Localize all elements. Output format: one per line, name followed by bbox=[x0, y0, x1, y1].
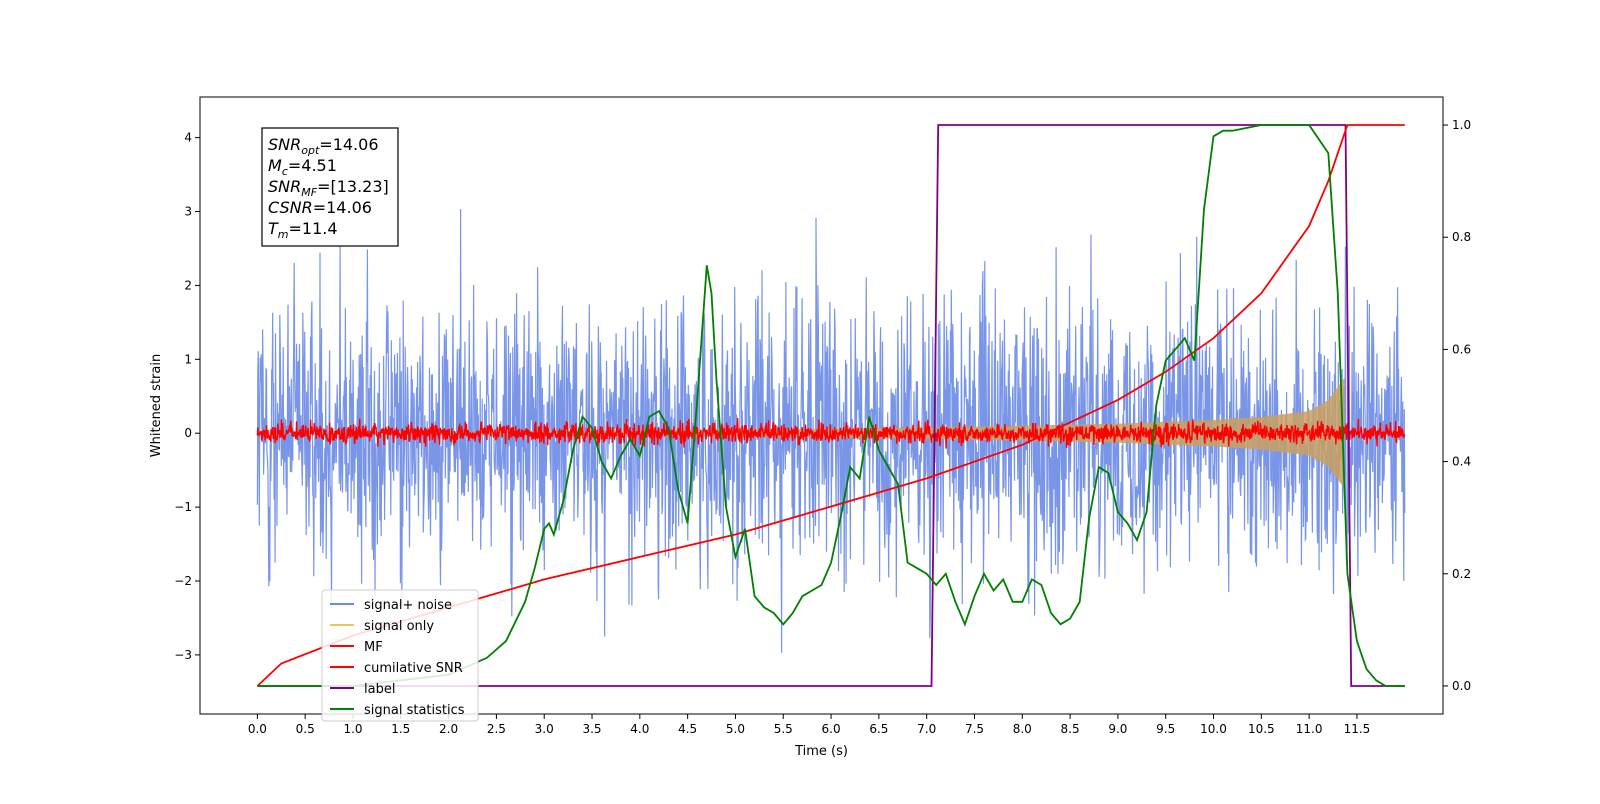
x-tick-label-16: 8.0 bbox=[1013, 722, 1032, 736]
y2-tick-label-3: 0.6 bbox=[1452, 342, 1471, 356]
x-tick-label-12: 6.0 bbox=[822, 722, 841, 736]
annotation-symbol: SNR bbox=[268, 177, 301, 196]
x-tick-label-4: 2.0 bbox=[439, 722, 458, 736]
legend-label-4: label bbox=[364, 682, 395, 697]
y-tick-label-7: 4 bbox=[184, 131, 192, 145]
y-tick-label-0: −3 bbox=[174, 648, 192, 662]
y2-tick-label-2: 0.4 bbox=[1452, 455, 1471, 469]
x-tick-label-6: 3.0 bbox=[535, 722, 554, 736]
x-tick-label-11: 5.5 bbox=[774, 722, 793, 736]
plot-frame bbox=[199, 96, 1444, 715]
annotation-symbol: SNR bbox=[268, 135, 301, 154]
annotation-value: =[13.23] bbox=[317, 177, 389, 196]
x-tick-label-8: 4.0 bbox=[630, 722, 649, 736]
annotation-line-3: CSNR=14.06 bbox=[268, 198, 372, 217]
x-tick-label-13: 6.5 bbox=[869, 722, 888, 736]
x-tick-label-15: 7.5 bbox=[965, 722, 984, 736]
legend-label-3: cumilative SNR bbox=[364, 661, 463, 676]
x-tick-label-10: 5.0 bbox=[726, 722, 745, 736]
y-tick-label-2: −1 bbox=[174, 500, 192, 514]
series-mf bbox=[256, 417, 1406, 449]
legend-label-2: MF bbox=[364, 640, 383, 655]
legend-label-1: signal only bbox=[364, 619, 434, 634]
y-axis-label: Whitened strain bbox=[149, 354, 164, 457]
annotation-subscript: c bbox=[282, 165, 288, 178]
x-tick-label-23: 11.5 bbox=[1344, 722, 1371, 736]
legend-label-5: signal statistics bbox=[364, 703, 465, 718]
x-tick-label-18: 9.0 bbox=[1108, 722, 1127, 736]
series-signal-statistics bbox=[257, 124, 1405, 687]
y-tick-label-5: 2 bbox=[184, 278, 192, 292]
series-signal-noise bbox=[256, 209, 1406, 653]
annotation-symbol: M bbox=[268, 156, 282, 175]
annotation-subscript: opt bbox=[301, 144, 320, 157]
annotation-line-1: Mc=4.51 bbox=[268, 156, 337, 178]
x-tick-label-20: 10.0 bbox=[1200, 722, 1227, 736]
annotation-value: =14.06 bbox=[313, 198, 372, 217]
annotation-line-0: SNRopt=14.06 bbox=[268, 135, 379, 157]
x-tick-label-17: 8.5 bbox=[1061, 722, 1080, 736]
annotation-line-4: Tm=11.4 bbox=[268, 219, 338, 241]
y-tick-label-3: 0 bbox=[184, 426, 192, 440]
y-tick-label-1: −2 bbox=[174, 574, 192, 588]
y2-tick-label-5: 1.0 bbox=[1452, 118, 1471, 132]
y2-tick-label-1: 0.2 bbox=[1452, 567, 1471, 581]
annotation-symbol: T bbox=[268, 219, 279, 238]
annotation-value: =4.51 bbox=[288, 156, 337, 175]
y2-tick-label-0: 0.0 bbox=[1452, 679, 1471, 693]
annotation-symbol: CSNR bbox=[268, 198, 313, 217]
annotation-value: =14.06 bbox=[319, 135, 378, 154]
x-tick-label-7: 3.5 bbox=[582, 722, 601, 736]
x-tick-label-1: 0.5 bbox=[296, 722, 315, 736]
x-tick-label-22: 11.0 bbox=[1296, 722, 1323, 736]
series-label bbox=[257, 124, 1405, 687]
x-tick-label-3: 1.5 bbox=[391, 722, 410, 736]
x-tick-label-21: 10.5 bbox=[1248, 722, 1275, 736]
x-axis-label: Time (s) bbox=[794, 744, 848, 759]
y2-tick-label-4: 0.8 bbox=[1452, 230, 1471, 244]
legend-box bbox=[321, 589, 479, 722]
annotation-box bbox=[261, 127, 399, 247]
x-tick-label-2: 1.0 bbox=[343, 722, 362, 736]
x-tick-label-14: 7.0 bbox=[917, 722, 936, 736]
x-tick-label-9: 4.5 bbox=[678, 722, 697, 736]
annotation-line-2: SNRMF=[13.23] bbox=[268, 177, 389, 199]
x-tick-label-0: 0.0 bbox=[248, 722, 267, 736]
x-tick-label-19: 9.5 bbox=[1156, 722, 1175, 736]
annotation-subscript: MF bbox=[301, 186, 317, 199]
legend-label-0: signal+ noise bbox=[364, 598, 452, 613]
annotation-subscript: m bbox=[278, 228, 289, 241]
y-tick-label-6: 3 bbox=[184, 205, 192, 219]
plot-area bbox=[256, 124, 1406, 687]
x-tick-label-5: 2.5 bbox=[487, 722, 506, 736]
y-tick-label-4: 1 bbox=[184, 352, 192, 366]
annotation-value: =11.4 bbox=[289, 219, 338, 238]
